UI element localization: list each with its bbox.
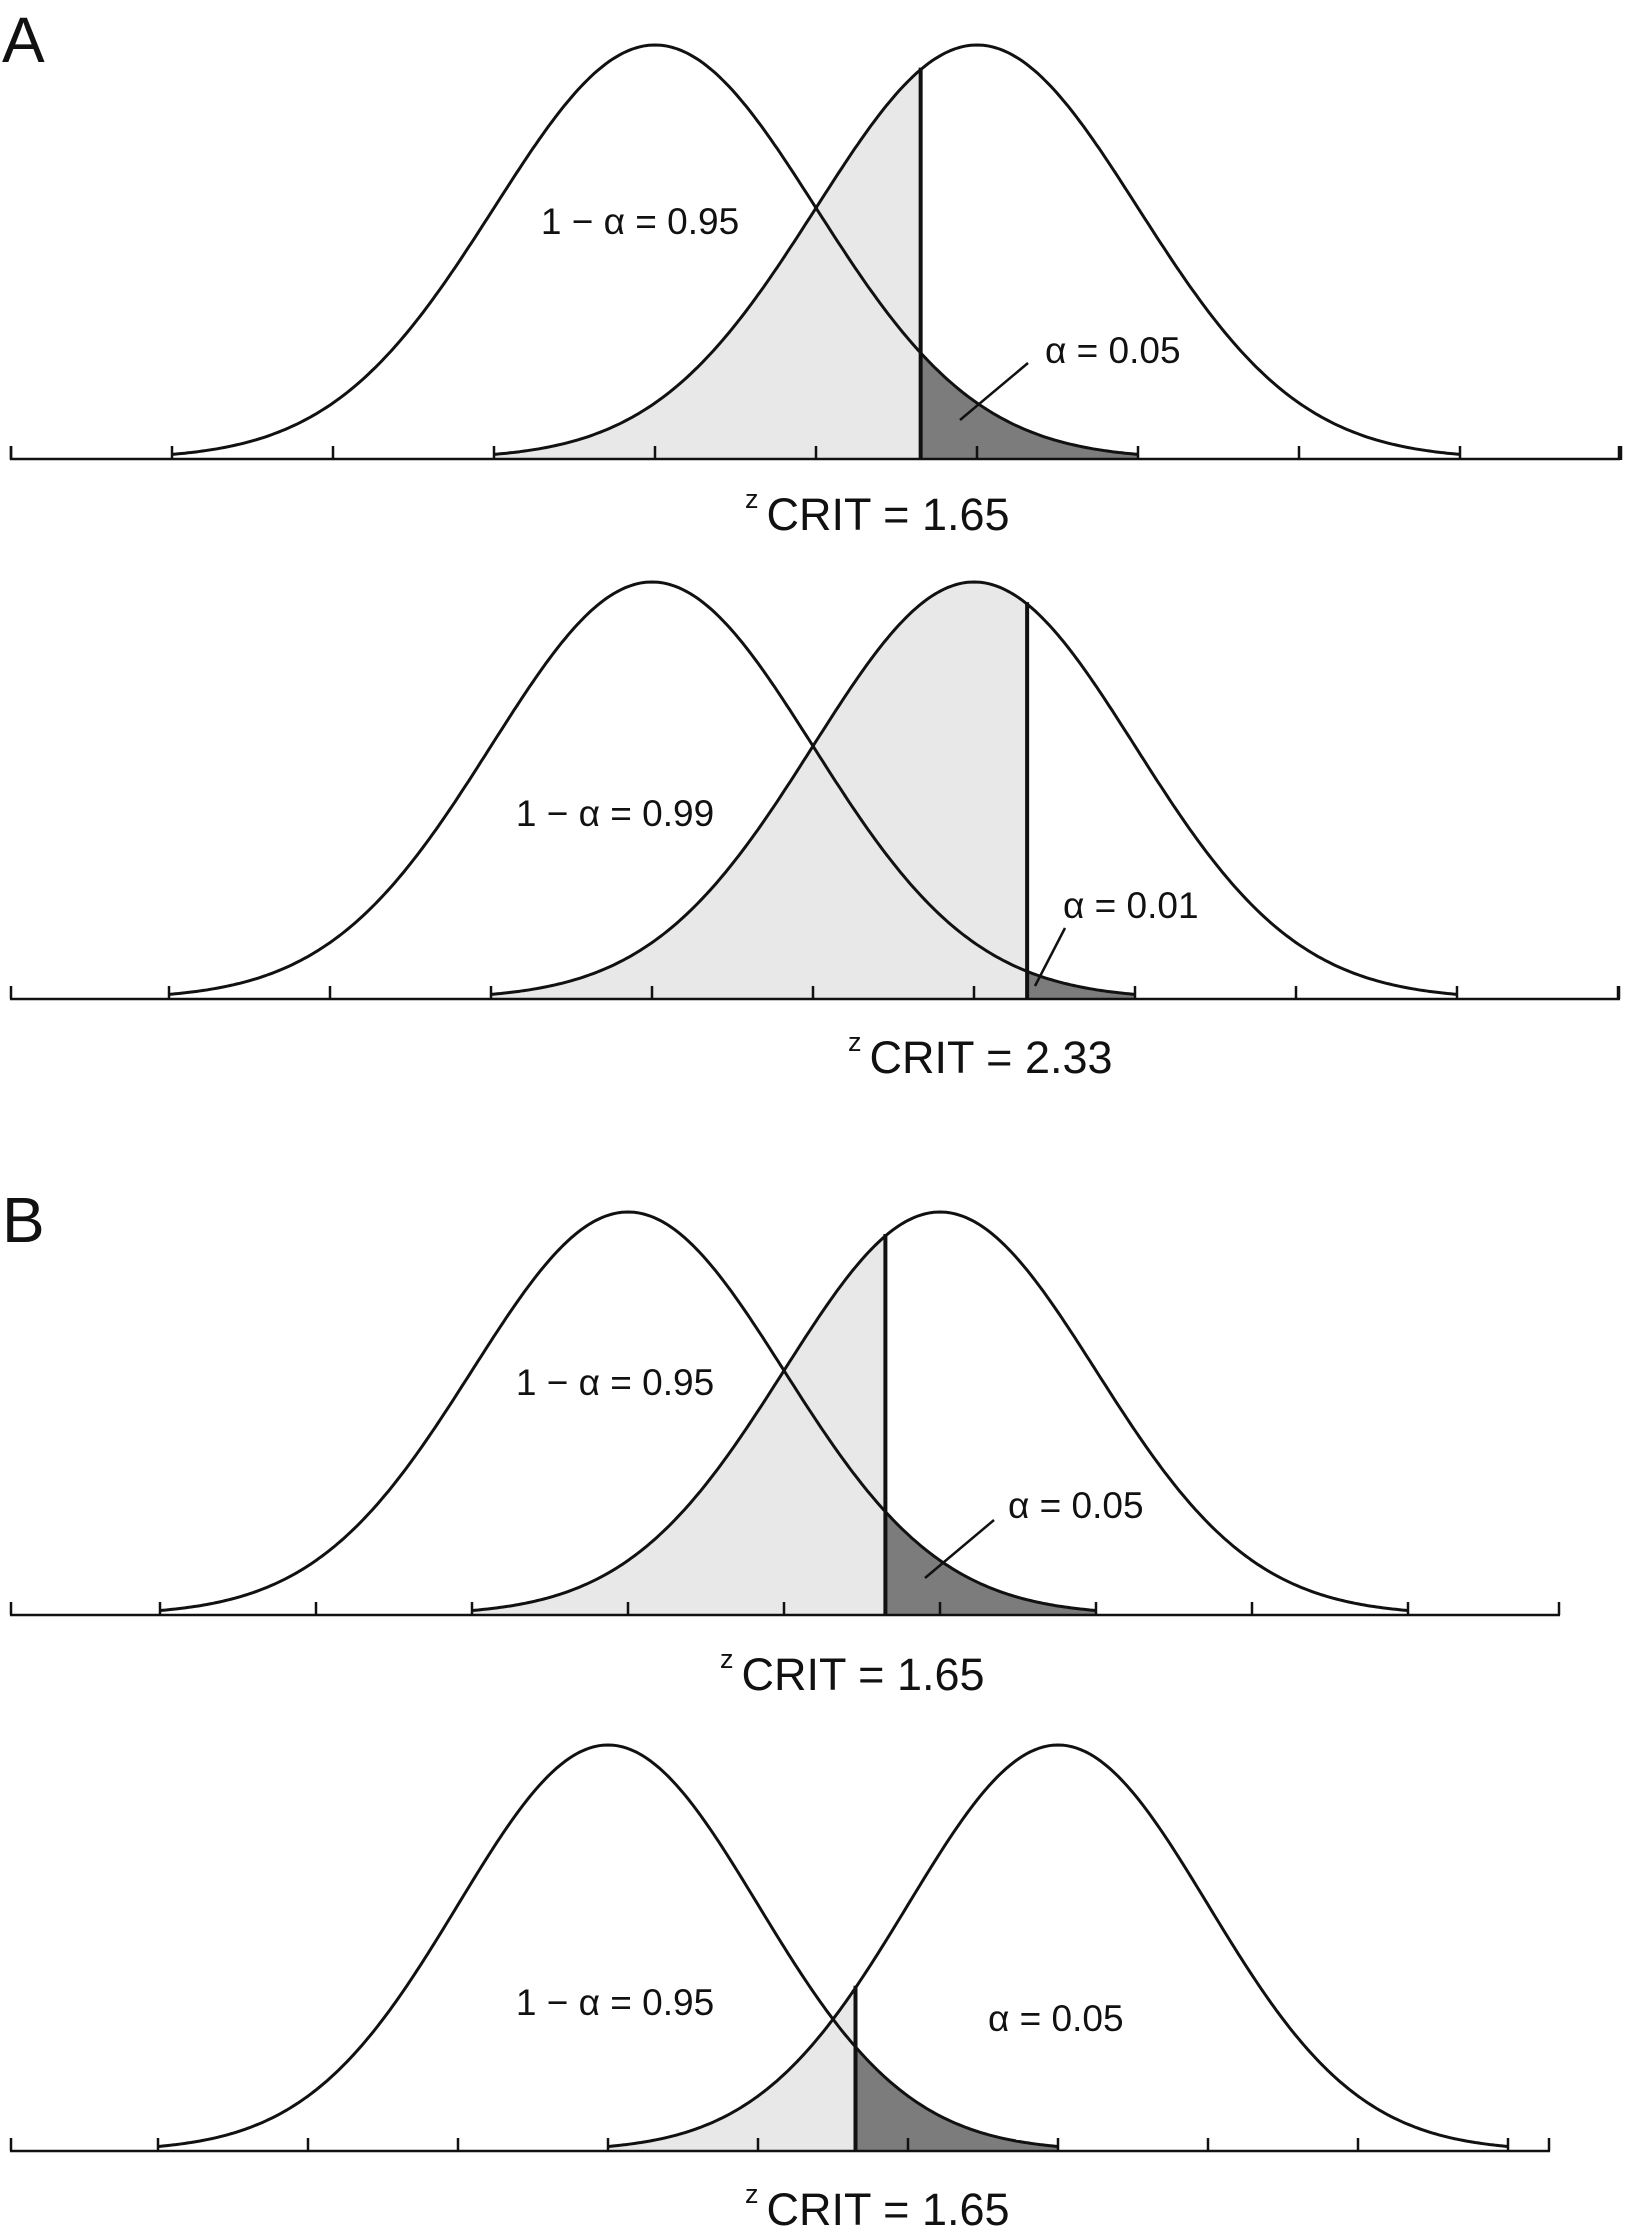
beta-region <box>472 1235 886 1615</box>
z-crit-label: z CRIT = 1.65 <box>720 1644 985 1700</box>
null-distribution-curve <box>168 580 1136 996</box>
alpha-label: α = 0.05 <box>1045 330 1181 371</box>
alpha-label: α = 0.01 <box>1063 885 1199 926</box>
beta-region <box>491 582 1028 999</box>
alpha-leader-line <box>1033 927 1067 987</box>
null-distribution-curve <box>157 1743 1059 2148</box>
z-crit-value: CRIT = 1.65 <box>767 489 1010 540</box>
one-minus-alpha-label: 1 − α = 0.95 <box>516 1982 714 2023</box>
alternative-distribution-curve <box>493 43 1461 456</box>
z-crit-label: z CRIT = 1.65 <box>745 2179 1010 2233</box>
distribution-row-3: 1 − α = 0.95 α = 0.05 z CRIT = 1.65 <box>9 1210 1561 1700</box>
z-crit-label: z CRIT = 1.65 <box>745 484 1010 540</box>
distribution-row-4: 1 − α = 0.95 α = 0.05 z CRIT = 1.65 <box>9 1743 1551 2233</box>
z-crit-value: CRIT = 1.65 <box>742 1649 985 1700</box>
z-crit-prefix: z <box>848 1027 862 1057</box>
one-minus-alpha-label: 1 − α = 0.95 <box>516 1362 714 1403</box>
distribution-rows: 1 − α = 0.95α = 0.05z CRIT = 1.651 − α = … <box>9 43 1623 2233</box>
z-crit-prefix: z <box>720 1644 734 1674</box>
z-crit-value: CRIT = 1.65 <box>767 2184 1010 2233</box>
z-crit-prefix: z <box>745 484 759 514</box>
beta-region <box>494 69 921 459</box>
alpha-region <box>920 352 1138 459</box>
alpha-label: α = 0.05 <box>988 1998 1124 2039</box>
alpha-label: α = 0.05 <box>1008 1485 1144 1526</box>
alternative-distribution-curve <box>490 580 1458 996</box>
z-crit-value: CRIT = 2.33 <box>870 1032 1113 1083</box>
alpha-leader-line <box>924 1519 995 1579</box>
distribution-row-1: 1 − α = 0.95 α = 0.05 z CRIT = 1.65 <box>9 43 1623 540</box>
alpha-region <box>1027 971 1135 999</box>
distribution-row-2: 1 − α = 0.99 α = 0.01 z CRIT = 2.33 <box>9 580 1621 1083</box>
alternative-distribution-curve <box>607 1743 1509 2148</box>
alpha-region <box>855 2046 1058 2151</box>
null-distribution-curve <box>171 43 1139 456</box>
one-minus-alpha-label: 1 − α = 0.99 <box>516 793 714 834</box>
panel-label-a: A <box>2 4 45 76</box>
alternative-distribution-curve <box>471 1210 1409 1612</box>
alpha-region <box>885 1511 1096 1615</box>
z-crit-label: z CRIT = 2.33 <box>848 1027 1113 1083</box>
null-distribution-curve <box>159 1210 1097 1612</box>
z-crit-prefix: z <box>745 2179 759 2209</box>
alpha-leader-line <box>959 362 1029 421</box>
beta-region <box>608 1987 856 2151</box>
panel-label-b: B <box>2 1184 45 1256</box>
one-minus-alpha-label: 1 − α = 0.95 <box>541 201 739 242</box>
